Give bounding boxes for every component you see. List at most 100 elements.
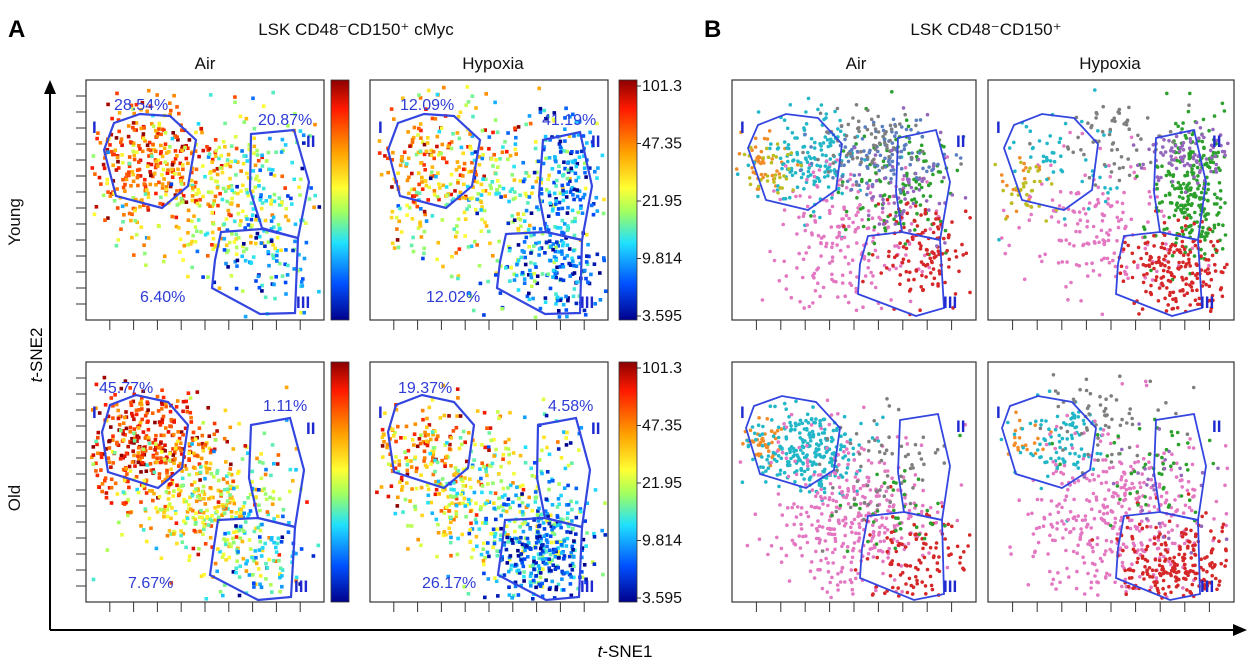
cell-point bbox=[198, 496, 202, 501]
cell-point bbox=[870, 253, 875, 257]
cell-point bbox=[141, 430, 146, 434]
cell-point bbox=[565, 254, 570, 258]
cell-point bbox=[111, 179, 116, 183]
cell-point bbox=[411, 199, 416, 204]
cell-point bbox=[576, 133, 581, 137]
cell-point bbox=[1177, 260, 1181, 265]
cell-point bbox=[131, 449, 135, 453]
cell-point bbox=[234, 232, 239, 237]
cell-point bbox=[419, 235, 424, 239]
cell-point bbox=[513, 147, 518, 152]
cell-point bbox=[936, 227, 941, 231]
cell-point bbox=[154, 433, 158, 438]
cell-point bbox=[859, 149, 863, 154]
cell-point bbox=[806, 96, 811, 101]
cell-point bbox=[400, 155, 404, 160]
cell-point bbox=[162, 128, 166, 133]
cell-point bbox=[161, 202, 165, 207]
cell-point bbox=[153, 165, 158, 170]
cell-point bbox=[766, 449, 771, 454]
cell-point bbox=[1203, 214, 1207, 218]
cell-point bbox=[1150, 261, 1154, 266]
cell-point bbox=[140, 101, 145, 105]
cell-point bbox=[951, 306, 955, 310]
cell-point bbox=[560, 183, 565, 188]
cell-point bbox=[417, 93, 421, 97]
cell-point bbox=[547, 480, 551, 484]
cell-point bbox=[794, 194, 798, 199]
cell-point bbox=[240, 244, 245, 249]
cell-point bbox=[1173, 143, 1178, 148]
cell-point bbox=[1209, 156, 1214, 160]
colorbar-tick-label: 101.3 bbox=[642, 78, 682, 95]
cell-point bbox=[827, 208, 832, 213]
cell-point bbox=[270, 590, 274, 594]
cell-point bbox=[224, 261, 228, 266]
cell-point bbox=[1194, 159, 1199, 163]
cell-point bbox=[570, 219, 575, 224]
cell-point bbox=[169, 532, 174, 536]
cell-point bbox=[396, 171, 400, 176]
cell-point bbox=[136, 173, 140, 178]
cell-point bbox=[866, 209, 871, 213]
cell-point bbox=[159, 143, 163, 148]
cell-point bbox=[233, 135, 238, 139]
cell-point bbox=[113, 451, 117, 455]
cell-point bbox=[1189, 203, 1194, 208]
cell-point bbox=[1113, 264, 1118, 269]
cell-point bbox=[474, 501, 478, 506]
cell-point bbox=[784, 164, 788, 168]
cell-point bbox=[561, 588, 566, 592]
cell-point bbox=[492, 506, 496, 511]
cell-point bbox=[581, 537, 586, 542]
cell-point bbox=[560, 252, 564, 256]
cell-point bbox=[1110, 118, 1114, 123]
cell-point bbox=[524, 122, 528, 127]
cell-point bbox=[215, 185, 220, 190]
cell-point bbox=[500, 495, 505, 499]
cell-point bbox=[257, 460, 262, 464]
cell-point bbox=[111, 438, 115, 442]
cell-point bbox=[259, 554, 264, 558]
cell-point bbox=[533, 545, 538, 550]
cell-point bbox=[231, 536, 235, 541]
cell-point bbox=[1197, 138, 1201, 143]
panel-a-young-hypoxia-gate-i-label: I bbox=[378, 118, 383, 137]
cell-point bbox=[468, 294, 473, 299]
cell-point bbox=[156, 409, 161, 413]
cell-point bbox=[1220, 247, 1225, 251]
cell-point bbox=[131, 179, 136, 184]
cell-point bbox=[286, 194, 290, 198]
cell-point bbox=[489, 438, 493, 443]
cell-point bbox=[1123, 269, 1127, 274]
cell-point bbox=[203, 502, 208, 506]
cell-point bbox=[1207, 271, 1211, 275]
cell-point bbox=[1226, 141, 1230, 146]
cell-point bbox=[410, 138, 415, 142]
cell-point bbox=[287, 489, 292, 494]
cell-point bbox=[1214, 170, 1219, 174]
cell-point bbox=[876, 202, 881, 206]
cell-point bbox=[524, 235, 529, 240]
cell-point bbox=[480, 443, 484, 447]
cell-point bbox=[160, 402, 164, 407]
cell-point bbox=[243, 314, 248, 319]
cell-point bbox=[145, 188, 149, 192]
cell-point bbox=[459, 145, 464, 150]
cell-point bbox=[400, 484, 405, 489]
cell-point bbox=[167, 181, 171, 185]
cell-point bbox=[124, 202, 129, 207]
cell-point bbox=[541, 567, 545, 571]
cell-point bbox=[564, 236, 568, 240]
cell-point bbox=[551, 268, 556, 273]
cell-point bbox=[540, 554, 545, 559]
cell-point bbox=[542, 108, 547, 113]
cell-point bbox=[1198, 126, 1203, 130]
cell-point bbox=[826, 174, 830, 178]
cell-point bbox=[840, 191, 844, 196]
cell-point bbox=[881, 134, 885, 139]
cell-point bbox=[1059, 168, 1063, 172]
cell-point bbox=[258, 528, 263, 533]
cell-point bbox=[1152, 266, 1156, 271]
cell-point bbox=[492, 437, 496, 442]
